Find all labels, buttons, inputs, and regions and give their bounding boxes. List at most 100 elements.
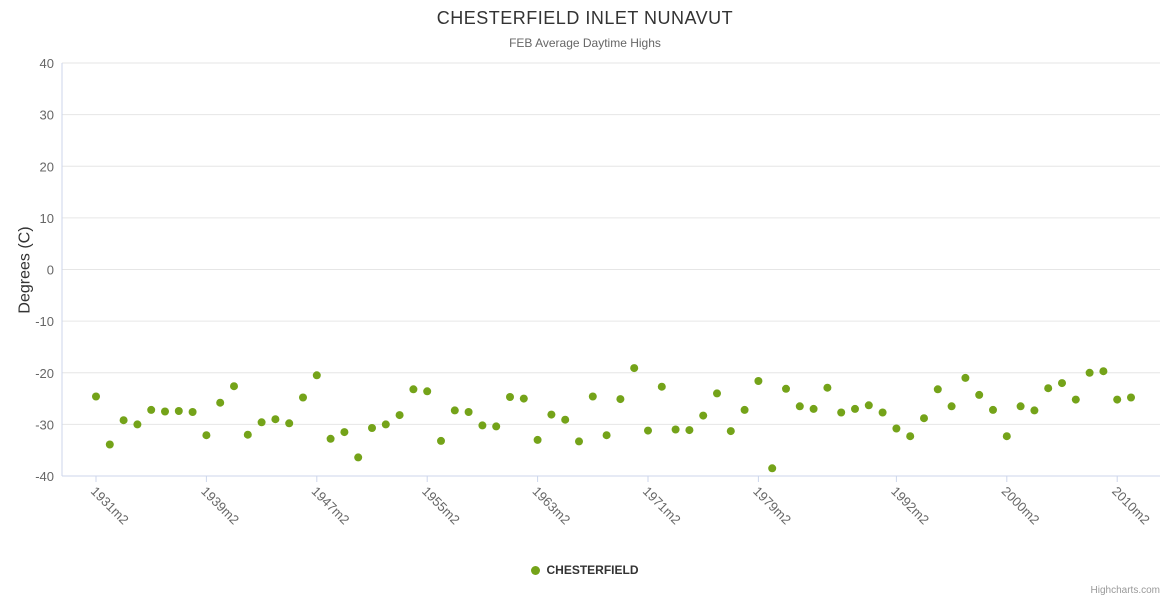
data-point[interactable] (326, 434, 335, 443)
data-point[interactable] (299, 393, 307, 402)
data-point[interactable] (851, 404, 859, 413)
data-point[interactable] (947, 402, 956, 411)
data-point[interactable] (174, 407, 183, 415)
data-point[interactable] (533, 435, 542, 444)
data-point[interactable] (671, 425, 680, 434)
data-point[interactable] (657, 382, 666, 391)
data-point[interactable] (519, 394, 528, 403)
data-point[interactable] (823, 383, 832, 392)
data-point[interactable] (92, 392, 100, 401)
data-point[interactable] (989, 405, 997, 414)
data-point[interactable] (726, 427, 735, 436)
y-axis-tick-label: 10 (40, 211, 54, 226)
data-point[interactable] (423, 387, 432, 396)
y-axis-tick-label: -40 (35, 469, 54, 484)
data-point[interactable] (754, 377, 763, 385)
chart-subtitle: FEB Average Daytime Highs (509, 36, 661, 50)
x-axis-tick-label: 1979m2 (750, 484, 794, 528)
data-point[interactable] (975, 390, 984, 399)
legend-label: CHESTERFIELD (546, 563, 639, 577)
chart-title: CHESTERFIELD INLET NUNAVUT (436, 8, 734, 28)
data-point[interactable] (1127, 393, 1135, 402)
data-point[interactable] (906, 432, 915, 441)
data-point[interactable] (354, 453, 363, 462)
legend: CHESTERFIELD (0, 563, 1170, 577)
data-point[interactable] (381, 420, 390, 429)
credits-link[interactable]: Highcharts.com (1090, 585, 1160, 596)
data-point[interactable] (368, 424, 376, 432)
x-axis-tick-label: 1931m2 (88, 484, 132, 528)
data-point[interactable] (933, 385, 942, 394)
data-point[interactable] (492, 422, 501, 431)
data-point[interactable] (230, 382, 238, 391)
x-axis-tick-label: 2010m2 (1109, 484, 1153, 528)
data-point[interactable] (1002, 432, 1011, 441)
legend-item-chesterfield[interactable]: CHESTERFIELD (531, 563, 639, 577)
data-point[interactable] (878, 408, 887, 417)
data-point[interactable] (837, 408, 846, 417)
data-point[interactable] (1071, 395, 1080, 404)
y-axis-tick-label: -30 (35, 417, 54, 432)
data-point[interactable] (644, 426, 652, 435)
data-point[interactable] (437, 436, 445, 445)
data-point[interactable] (961, 373, 970, 382)
data-point[interactable] (133, 420, 142, 429)
legend-marker-icon (531, 565, 541, 575)
x-axis-tick-label: 1992m2 (888, 484, 932, 528)
data-point[interactable] (119, 416, 128, 425)
data-point[interactable] (1030, 406, 1039, 415)
data-point[interactable] (243, 430, 252, 439)
data-point[interactable] (602, 431, 611, 440)
data-point[interactable] (478, 421, 487, 430)
data-point[interactable] (216, 398, 225, 407)
data-point[interactable] (312, 371, 321, 380)
data-point[interactable] (630, 364, 639, 373)
x-axis-tick-label: 1947m2 (309, 484, 353, 528)
data-point[interactable] (464, 408, 473, 416)
y-axis-title: Degrees (C) (16, 226, 34, 314)
data-point[interactable] (1044, 384, 1053, 393)
data-point[interactable] (892, 424, 901, 433)
data-point[interactable] (1099, 367, 1108, 376)
data-point[interactable] (271, 415, 280, 424)
data-point[interactable] (161, 407, 169, 416)
x-axis-tick-label: 1963m2 (529, 484, 573, 528)
data-point[interactable] (685, 426, 694, 435)
data-point[interactable] (450, 406, 459, 415)
data-point[interactable] (864, 401, 873, 410)
data-point[interactable] (506, 393, 514, 401)
data-point[interactable] (768, 464, 777, 473)
data-point[interactable] (920, 414, 928, 423)
data-point[interactable] (809, 404, 818, 413)
data-point[interactable] (1113, 395, 1122, 404)
data-point[interactable] (713, 389, 721, 398)
data-point[interactable] (147, 405, 156, 414)
data-point[interactable] (547, 410, 556, 419)
data-point[interactable] (699, 411, 708, 420)
y-axis-tick-label: 40 (40, 56, 54, 71)
data-point[interactable] (616, 395, 625, 404)
data-point[interactable] (795, 402, 804, 411)
x-axis-tick-label: 1939m2 (198, 484, 242, 528)
data-point[interactable] (575, 437, 583, 446)
data-point[interactable] (782, 384, 790, 393)
data-point[interactable] (257, 418, 266, 427)
data-point[interactable] (105, 440, 114, 449)
data-point[interactable] (340, 428, 349, 437)
data-point[interactable] (1016, 402, 1025, 411)
data-point[interactable] (1058, 379, 1066, 388)
data-point[interactable] (1085, 368, 1094, 377)
x-axis-tick-label: 1955m2 (419, 484, 463, 528)
data-point[interactable] (740, 405, 749, 414)
data-point[interactable] (561, 415, 570, 424)
data-point[interactable] (588, 392, 597, 401)
data-point[interactable] (285, 419, 294, 428)
data-point[interactable] (395, 411, 404, 420)
data-point[interactable] (188, 408, 197, 416)
y-axis-tick-label: -20 (35, 366, 54, 381)
x-axis-tick-label: 1971m2 (640, 484, 684, 528)
data-point[interactable] (202, 431, 211, 440)
data-point[interactable] (409, 385, 418, 394)
